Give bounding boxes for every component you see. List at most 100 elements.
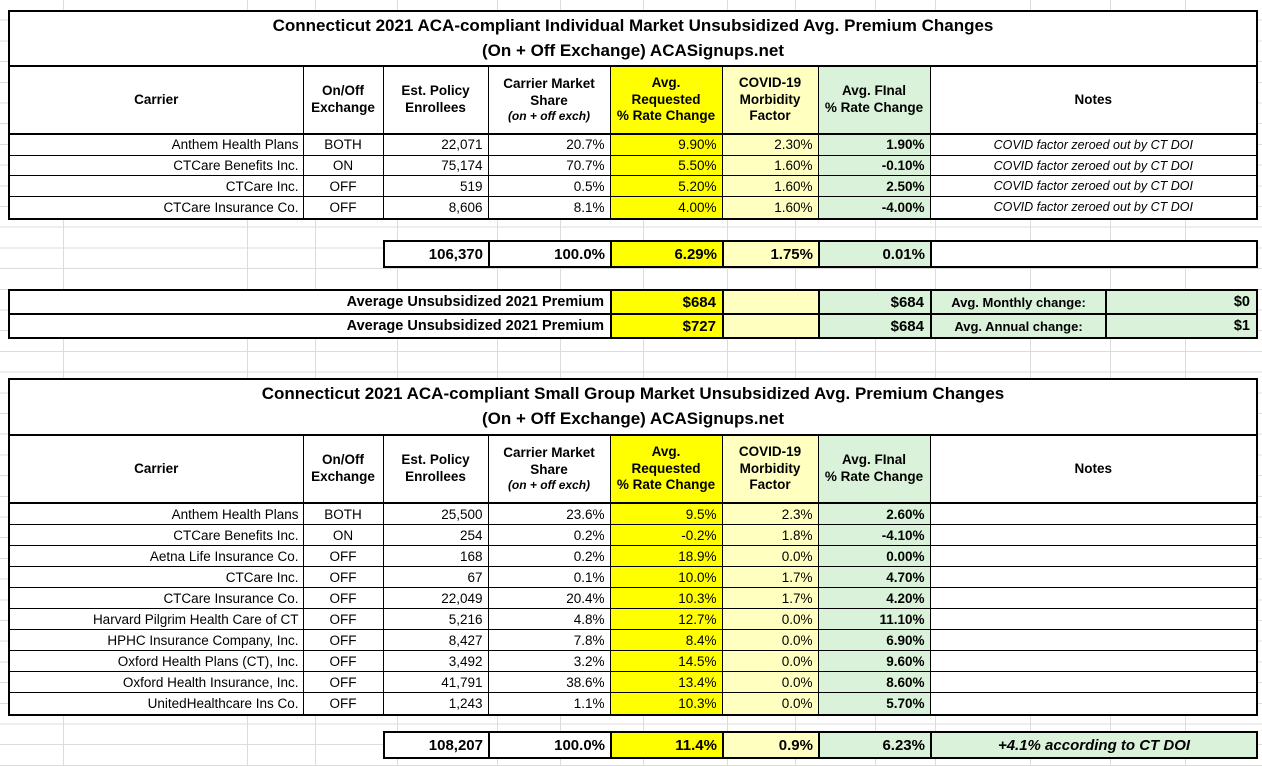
requested-rate-cell: 9.90%: [609, 135, 722, 155]
table-row: Harvard Pilgrim Health Care of CT OFF 5,…: [10, 609, 1256, 631]
morbidity-factor-cell: 0.0%: [721, 651, 818, 672]
premium-morbidity-cell: [722, 315, 818, 337]
title-line-1: Connecticut 2021 ACA-compliant Individua…: [272, 15, 994, 35]
premium-label-cell: Average Unsubsidized 2021 Premium: [346, 318, 604, 334]
header-morbidity-factor: COVID-19 Morbidity Factor: [721, 436, 818, 502]
requested-rate-cell: 10.3%: [609, 693, 722, 715]
enrollees-cell: 22,049: [382, 588, 488, 609]
requested-rate-cell: 9.5%: [609, 504, 722, 525]
header-carrier: Carrier: [134, 91, 179, 107]
market-share-cell: 70.7%: [487, 155, 610, 176]
premium-morbidity-cell: [722, 291, 818, 313]
header-market-share: Carrier Market Share (on + off exch): [487, 67, 610, 133]
market-share-cell: 0.2%: [487, 546, 610, 567]
header-market-share-subtext: (on + off exch): [507, 478, 591, 493]
individual-market-title: Connecticut 2021 ACA-compliant Individua…: [10, 12, 1256, 67]
notes-cell: [929, 651, 1257, 672]
carrier-cell: Oxford Health Plans (CT), Inc.: [117, 653, 299, 669]
requested-rate-cell: 8.4%: [609, 630, 722, 651]
header-notes: Notes: [929, 436, 1257, 502]
header-exchange: On/Off Exchange: [302, 67, 383, 133]
carrier-cell: Aetna Life Insurance Co.: [149, 548, 299, 564]
carrier-cell: Oxford Health Insurance, Inc.: [122, 674, 299, 690]
carrier-cell: HPHC Insurance Company, Inc.: [107, 632, 299, 648]
morbidity-factor-cell: 1.8%: [721, 525, 818, 546]
market-share-cell: 0.2%: [487, 525, 610, 546]
notes-cell: [929, 672, 1257, 693]
requested-rate-cell: 12.7%: [609, 609, 722, 630]
carrier-cell: CTCare Benefits Inc.: [173, 158, 299, 174]
header-final-rate: Avg. FInal % Rate Change: [817, 67, 930, 133]
small-group-header-row: Carrier On/Off Exchange Est. Policy Enro…: [10, 436, 1256, 504]
notes-cell: COVID factor zeroed out by CT DOI: [929, 197, 1257, 218]
exchange-cell: OFF: [302, 197, 383, 218]
notes-cell: [929, 588, 1257, 609]
premium-summary-row: Average Unsubsidized 2021 Premium $684 $…: [8, 289, 1258, 315]
morbidity-factor-cell: 0.0%: [721, 546, 818, 567]
enrollees-cell: 8,606: [382, 197, 488, 218]
header-exchange: On/Off Exchange: [302, 436, 383, 502]
table-row: CTCare Inc. OFF 519 0.5% 5.20% 1.60% 2.5…: [10, 176, 1256, 198]
morbidity-factor-cell: 2.3%: [721, 504, 818, 525]
final-rate-cell: 2.60%: [817, 504, 930, 525]
enrollees-cell: 3,492: [382, 651, 488, 672]
title-line-1: Connecticut 2021 ACA-compliant Small Gro…: [261, 384, 1005, 404]
final-rate-cell: 1.90%: [817, 135, 930, 155]
table-row: Aetna Life Insurance Co. OFF 168 0.2% 18…: [10, 546, 1256, 568]
carrier-cell: Harvard Pilgrim Health Care of CT: [92, 611, 299, 627]
final-rate-cell: 6.90%: [817, 630, 930, 651]
morbidity-factor-cell: 2.30%: [721, 135, 818, 155]
header-market-share-label: Carrier Market Share: [503, 75, 595, 108]
enrollees-cell: 22,071: [382, 135, 488, 155]
table-row: CTCare Inc. OFF 67 0.1% 10.0% 1.7% 4.70%: [10, 567, 1256, 589]
table-row: UnitedHealthcare Ins Co. OFF 1,243 1.1% …: [10, 693, 1256, 715]
premium-requested-cell: $727: [610, 315, 722, 337]
total-enrollees-cell: 106,370: [428, 245, 483, 263]
header-requested-rate: Avg. Requested % Rate Change: [609, 67, 722, 133]
table-row: CTCare Insurance Co. OFF 22,049 20.4% 10…: [10, 588, 1257, 610]
requested-rate-cell: 5.50%: [609, 155, 722, 176]
final-rate-cell: -0.10%: [817, 155, 930, 176]
total-requested-cell: 11.4%: [610, 733, 722, 757]
table-row: Oxford Health Insurance, Inc. OFF 41,791…: [10, 672, 1257, 694]
enrollees-cell: 519: [382, 176, 488, 197]
carrier-cell: CTCare Insurance Co.: [163, 590, 299, 606]
total-morbidity-cell: 1.75%: [722, 242, 818, 266]
final-rate-cell: 5.70%: [817, 693, 930, 715]
exchange-cell: OFF: [302, 588, 383, 609]
small-group-market-table: Connecticut 2021 ACA-compliant Small Gro…: [8, 378, 1258, 717]
table-row: Anthem Health Plans BOTH 22,071 20.7% 9.…: [10, 135, 1256, 156]
exchange-cell: ON: [302, 525, 383, 546]
individual-market-totals-row: 106,370 100.0% 6.29% 1.75% 0.01%: [383, 240, 1258, 268]
exchange-cell: BOTH: [302, 504, 383, 525]
final-rate-cell: 8.60%: [817, 672, 930, 693]
exchange-cell: OFF: [302, 630, 383, 651]
enrollees-cell: 67: [382, 567, 488, 588]
enrollees-cell: 25,500: [382, 504, 488, 525]
final-rate-cell: -4.00%: [817, 197, 930, 218]
final-rate-cell: -4.10%: [817, 525, 930, 546]
enrollees-cell: 168: [382, 546, 488, 567]
notes-cell: [929, 525, 1257, 546]
market-share-cell: 8.1%: [487, 197, 610, 218]
notes-cell: [929, 504, 1257, 525]
total-final-cell: 6.23%: [818, 733, 930, 757]
carrier-cell: CTCare Insurance Co.: [163, 199, 299, 215]
total-final-cell: 0.01%: [818, 242, 930, 266]
header-enrollees: Est. Policy Enrollees: [382, 67, 488, 133]
notes-cell: COVID factor zeroed out by CT DOI: [929, 155, 1257, 176]
header-market-share: Carrier Market Share (on + off exch): [487, 436, 610, 502]
market-share-cell: 7.8%: [487, 630, 610, 651]
carrier-cell: CTCare Benefits Inc.: [173, 527, 299, 543]
total-enrollees-cell: 108,207: [428, 736, 483, 754]
header-market-share-label: Carrier Market Share: [503, 444, 595, 477]
small-group-market-title: Connecticut 2021 ACA-compliant Small Gro…: [10, 380, 1256, 436]
requested-rate-cell: -0.2%: [609, 525, 722, 546]
final-rate-cell: 11.10%: [817, 609, 930, 630]
exchange-cell: BOTH: [302, 135, 383, 155]
requested-rate-cell: 13.4%: [609, 672, 722, 693]
requested-rate-cell: 18.9%: [609, 546, 722, 567]
carrier-cell: Anthem Health Plans: [171, 137, 299, 153]
market-share-cell: 0.5%: [487, 176, 610, 197]
